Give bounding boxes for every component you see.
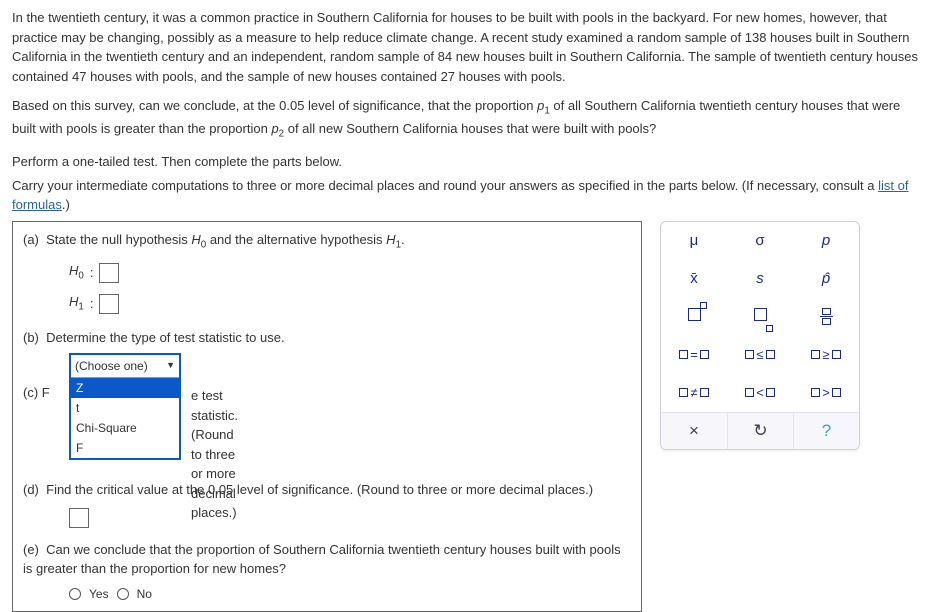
part-b-text: Determine the type of test statistic to … xyxy=(46,330,284,345)
h1-sym: H xyxy=(386,232,395,247)
intro-p4-pre: Carry your intermediate computations to … xyxy=(12,178,878,193)
part-e-label: (e) xyxy=(23,542,39,557)
h1-colon: : xyxy=(90,294,94,314)
h0-colon: : xyxy=(90,263,94,283)
intro-p4-post: .) xyxy=(62,197,70,212)
dropdown-item-f[interactable]: F xyxy=(71,438,179,458)
eq-symbol: = xyxy=(690,345,698,365)
intro-paragraph-1: In the twentieth century, it was a commo… xyxy=(12,8,920,86)
palette-help-button[interactable]: ? xyxy=(793,413,859,449)
part-c-letter: (c) xyxy=(23,385,38,400)
palette-fraction[interactable] xyxy=(793,298,859,336)
ne-symbol: ≠ xyxy=(690,383,697,403)
le-symbol: ≤ xyxy=(756,345,763,365)
symbol-palette: μ σ p x̄ s p̂ = ≤ ≥ ≠ < > × ↻ ? xyxy=(660,221,860,450)
p-symbol: p xyxy=(822,230,830,253)
part-d-text: Find the critical value at the 0.05 leve… xyxy=(46,482,593,497)
palette-eq[interactable]: = xyxy=(661,336,727,374)
part-c-label: (c) F xyxy=(23,383,50,403)
palette-reset-button[interactable]: ↻ xyxy=(727,413,793,449)
h0-input[interactable] xyxy=(99,263,119,283)
dropdown-head-text: (Choose one) xyxy=(75,357,148,375)
lt-symbol: < xyxy=(756,383,764,403)
dropdown-item-chisq[interactable]: Chi-Square xyxy=(71,418,179,438)
s-symbol: s xyxy=(756,268,764,291)
part-a-text-mid: and the alternative hypothesis xyxy=(206,232,386,247)
chevron-down-icon: ▼ xyxy=(166,359,175,373)
palette-superscript[interactable] xyxy=(661,298,727,336)
palette-sigma[interactable]: σ xyxy=(727,222,793,260)
intro-paragraph-4: Carry your intermediate computations to … xyxy=(12,176,920,215)
sigma-symbol: σ xyxy=(755,230,764,253)
phat-symbol: p̂ xyxy=(822,268,830,291)
radio-yes-label: Yes xyxy=(89,585,109,603)
h1-row: H1 : xyxy=(69,292,631,315)
gt-symbol: > xyxy=(822,383,830,403)
radio-no[interactable] xyxy=(117,588,129,600)
h1-lbl-sub: 1 xyxy=(78,302,83,313)
dropdown-item-z[interactable]: Z xyxy=(71,378,179,398)
part-c-text: e test statistic. (Round to three or mor… xyxy=(191,386,238,523)
critical-value-input[interactable] xyxy=(69,508,89,528)
part-a: (a) State the null hypothesis H0 and the… xyxy=(23,230,631,316)
reset-icon: ↻ xyxy=(753,418,767,444)
palette-s[interactable]: s xyxy=(727,260,793,298)
part-a-label: (a) xyxy=(23,232,39,247)
help-icon: ? xyxy=(822,418,831,444)
palette-gt[interactable]: > xyxy=(793,374,859,412)
part-c-prefix: F xyxy=(42,385,50,400)
palette-p[interactable]: p xyxy=(793,222,859,260)
problem-intro: In the twentieth century, it was a commo… xyxy=(12,8,920,215)
h0-row: H0 : xyxy=(69,261,631,284)
part-b: (b) Determine the type of test statistic… xyxy=(23,328,631,461)
intro-p2-pre: Based on this survey, can we conclude, a… xyxy=(12,98,537,113)
palette-le[interactable]: ≤ xyxy=(727,336,793,374)
mu-symbol: μ xyxy=(690,230,699,253)
part-a-text-post: . xyxy=(401,232,405,247)
h1-input[interactable] xyxy=(99,294,119,314)
intro-p2-post: of all new Southern California houses th… xyxy=(284,121,656,136)
dropdown-selected[interactable]: (Choose one) ▼ xyxy=(71,355,179,378)
dropdown-list: Z t Chi-Square F xyxy=(71,378,179,458)
palette-close-button[interactable]: × xyxy=(661,413,727,449)
ge-symbol: ≥ xyxy=(822,345,829,365)
h0-lbl: H xyxy=(69,263,78,278)
intro-paragraph-2: Based on this survey, can we conclude, a… xyxy=(12,96,920,142)
palette-phat[interactable]: p̂ xyxy=(793,260,859,298)
xbar-symbol: x̄ xyxy=(690,268,698,291)
part-e-text: Can we conclude that the proportion of S… xyxy=(23,542,621,577)
palette-ge[interactable]: ≥ xyxy=(793,336,859,374)
h0-sym: H xyxy=(191,232,200,247)
palette-xbar[interactable]: x̄ xyxy=(661,260,727,298)
part-d-label: (d) xyxy=(23,482,39,497)
intro-paragraph-3: Perform a one-tailed test. Then complete… xyxy=(12,152,920,172)
part-d: (d) Find the critical value at the 0.05 … xyxy=(23,480,631,528)
palette-lt[interactable]: < xyxy=(727,374,793,412)
yes-no-radios: Yes No xyxy=(69,585,631,603)
part-e: (e) Can we conclude that the proportion … xyxy=(23,540,631,603)
test-statistic-dropdown[interactable]: (Choose one) ▼ Z t Chi-Square F e test s… xyxy=(69,353,181,460)
dropdown-item-t[interactable]: t xyxy=(71,398,179,418)
p2-symbol: p xyxy=(271,121,278,136)
palette-ne[interactable]: ≠ xyxy=(661,374,727,412)
answer-panel: (a) State the null hypothesis H0 and the… xyxy=(12,221,642,612)
radio-yes[interactable] xyxy=(69,588,81,600)
radio-no-label: No xyxy=(137,585,152,603)
close-icon: × xyxy=(689,418,699,444)
palette-subscript[interactable] xyxy=(727,298,793,336)
part-a-text-pre: State the null hypothesis xyxy=(46,232,191,247)
part-b-label: (b) xyxy=(23,330,39,345)
palette-mu[interactable]: μ xyxy=(661,222,727,260)
h1-lbl: H xyxy=(69,294,78,309)
h0-lbl-sub: 0 xyxy=(78,271,83,282)
